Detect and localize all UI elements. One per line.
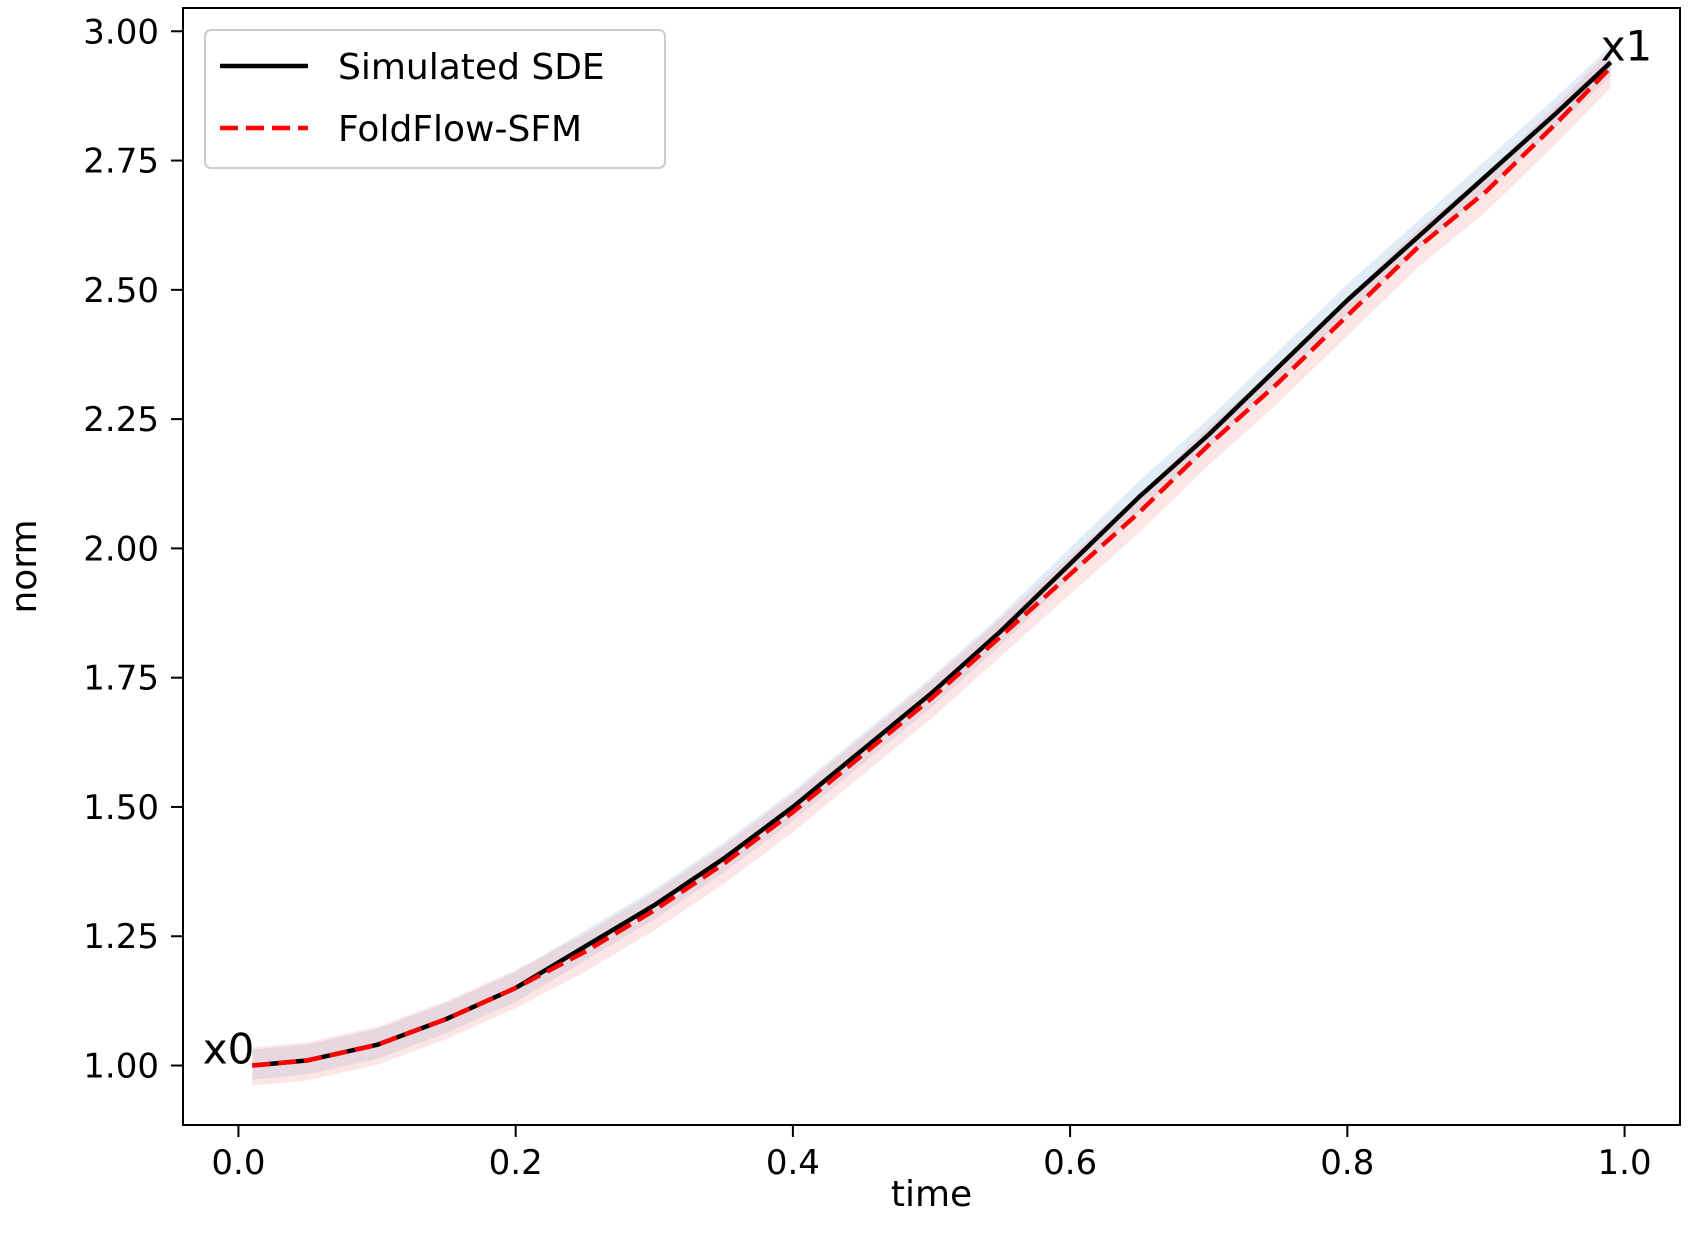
x-axis-ticks: 0.0 0.2 0.4 0.6 0.8 1.0 — [211, 1125, 1652, 1183]
plot-frame — [182, 7, 1681, 1126]
y-tick-label: 1.00 — [83, 1047, 159, 1087]
y-axis-ticks: 1.00 1.25 1.50 1.75 2.00 2.25 2.50 2.75 3.00 — [83, 12, 183, 1087]
x-tick-label: 0.4 — [766, 1143, 820, 1183]
annotations: x0 x1 — [203, 21, 1653, 1073]
x-tick-label: 0.6 — [1043, 1143, 1097, 1183]
y-tick-label: 2.00 — [83, 529, 159, 569]
legend-box — [204, 29, 666, 169]
x-tick-label: 0.8 — [1320, 1143, 1374, 1183]
x-axis-label: time — [891, 1174, 972, 1215]
y-tick-label: 1.50 — [83, 788, 159, 828]
y-tick-label: 1.25 — [83, 917, 159, 957]
annotation-label: x0 — [203, 1025, 255, 1074]
y-tick-label: 2.50 — [83, 271, 159, 311]
y-tick-label: 1.75 — [83, 659, 159, 699]
series-line-1 — [252, 65, 1613, 1068]
series-line-0 — [252, 60, 1613, 1068]
uncertainty-bands — [252, 46, 1611, 1086]
annotation-label: x1 — [1601, 21, 1653, 70]
y-axis-label: norm — [4, 519, 45, 613]
x-tick-label: 0.2 — [489, 1143, 543, 1183]
x-tick-label: 1.0 — [1598, 1143, 1652, 1183]
series-lines — [252, 60, 1613, 1068]
legend: Simulated SDE FoldFlow-SFM — [204, 29, 666, 169]
legend-entry-label: FoldFlow-SFM — [338, 109, 582, 150]
y-tick-label: 2.75 — [83, 142, 159, 182]
band-0 — [252, 46, 1611, 1080]
y-tick-label: 3.00 — [83, 12, 159, 52]
legend-entry-label: Simulated SDE — [338, 47, 605, 88]
y-tick-label: 2.25 — [83, 400, 159, 440]
x-tick-label: 0.0 — [211, 1143, 265, 1183]
band-1 — [252, 49, 1611, 1086]
